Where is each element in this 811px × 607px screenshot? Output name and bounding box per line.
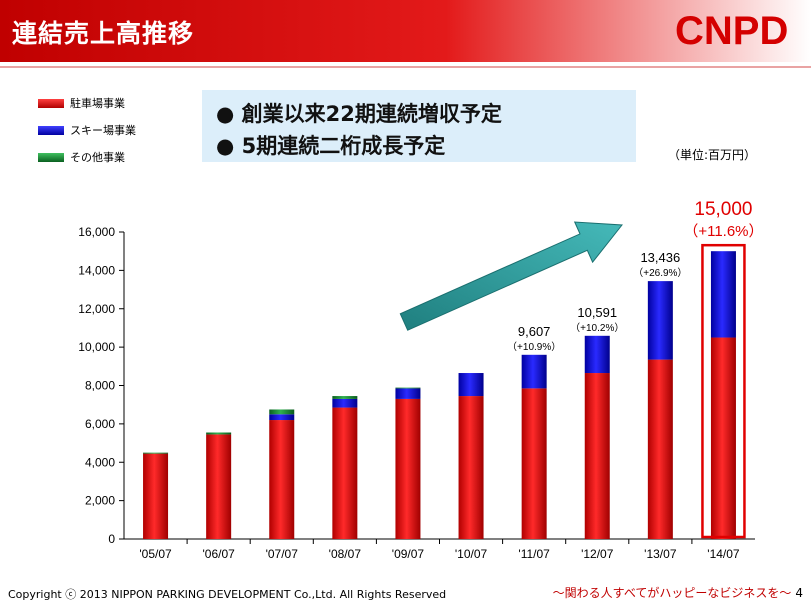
bar-segment (269, 414, 295, 421)
x-tick-label: '09/07 (392, 547, 425, 561)
bar-segment (584, 373, 610, 539)
slide-title: 連結売上高推移 (12, 19, 195, 48)
bar-segment (206, 432, 232, 435)
bar-segment (332, 398, 358, 408)
data-label-growth: （+10.2%） (570, 322, 624, 334)
x-tick-label: '08/07 (329, 547, 362, 561)
bar-segment (206, 434, 232, 539)
callout-text-2: 5期連続二桁成長予定 (241, 134, 446, 158)
legend-swatch-other (38, 152, 64, 162)
data-label-growth: （+11.6%） (683, 223, 763, 240)
bar-segment (521, 388, 547, 539)
data-label-growth: （+10.9%） (507, 341, 561, 353)
legend-label-parking: 駐車場事業 (70, 97, 125, 110)
data-label-value: 9,607 (518, 324, 551, 339)
y-tick-label: 4,000 (85, 455, 115, 469)
x-tick-label: '12/07 (581, 547, 614, 561)
footer-slogan: ～関わる人すべてがハッピーなビジネスを～ (552, 586, 792, 600)
legend-swatch-ski (38, 125, 64, 135)
callout-text-1: 創業以来22期連続増収予定 (241, 102, 502, 126)
bar-segment (269, 409, 295, 415)
bar-segment (143, 452, 169, 454)
legend-item-other: その他事業 (38, 151, 136, 164)
page-number: 4 (795, 586, 803, 600)
y-tick-label: 8,000 (85, 379, 115, 393)
x-tick-label: '06/07 (202, 547, 235, 561)
data-label-growth: （+26.9%） (633, 267, 687, 279)
y-tick-label: 14,000 (78, 263, 115, 277)
slide-header: 連結売上高推移 CNPD (0, 0, 811, 62)
bar-segment (521, 354, 547, 389)
legend-label-other: その他事業 (70, 151, 125, 164)
bar-segment (710, 251, 736, 338)
x-tick-label: '11/07 (518, 547, 550, 561)
callout-line-2: ● 5期連続二桁成長予定 (216, 130, 445, 160)
x-tick-label: '14/07 (707, 547, 740, 561)
x-tick-label: '10/07 (455, 547, 488, 561)
bar-segment (458, 396, 484, 539)
callout-bullet-2: ● (216, 134, 235, 158)
header-divider (0, 66, 811, 68)
y-tick-label: 2,000 (85, 494, 115, 508)
bar-segment (332, 407, 358, 539)
x-tick-label: '07/07 (266, 547, 299, 561)
x-tick-label: '05/07 (139, 547, 172, 561)
data-label-value: 10,591 (577, 305, 617, 320)
bar-segment (143, 453, 169, 539)
bar-segment (647, 359, 673, 539)
y-tick-label: 6,000 (85, 417, 115, 431)
legend-item-parking: 駐車場事業 (38, 97, 136, 110)
unit-label: （単位:百万円） (668, 148, 757, 162)
bar-segment (395, 388, 421, 399)
highlight-box (701, 243, 746, 539)
growth-arrow (399, 221, 623, 331)
bar-segment (647, 281, 673, 360)
y-tick-label: 16,000 (78, 225, 115, 239)
callout-bullet-1: ● (216, 102, 235, 126)
x-tick-label: '13/07 (644, 547, 677, 561)
logo-text: CNPD (675, 9, 788, 53)
highlight-callout: ● 創業以来22期連続増収予定 ● 5期連続二桁成長予定 (202, 90, 636, 162)
legend-label-ski: スキー場事業 (70, 124, 136, 137)
y-tick-label: 10,000 (78, 340, 115, 354)
y-tick-label: 12,000 (78, 302, 115, 316)
bar-segment (458, 373, 484, 397)
callout-line-1: ● 創業以来22期連続増収予定 (216, 98, 502, 128)
copyright-text: Copyright ⓒ 2013 NIPPON PARKING DEVELOPM… (8, 588, 447, 601)
legend-swatch-parking (38, 98, 64, 108)
bar-segment (269, 420, 295, 539)
data-label-value: 15,000 (694, 199, 752, 220)
footer-slogan-group: ～関わる人すべてがハッピーなビジネスを～ 4 (553, 584, 803, 601)
legend-item-ski: スキー場事業 (38, 124, 136, 137)
bar-segment (395, 398, 421, 539)
data-label-value: 13,436 (640, 250, 680, 265)
y-tick-label: 0 (108, 532, 115, 546)
bar-segment (332, 396, 358, 399)
company-logo: CNPD (675, 9, 788, 53)
bar-segment (584, 335, 610, 374)
bar-segment (395, 387, 421, 389)
bar-segment (710, 337, 736, 539)
chart-legend: 駐車場事業 スキー場事業 その他事業 (38, 97, 136, 178)
